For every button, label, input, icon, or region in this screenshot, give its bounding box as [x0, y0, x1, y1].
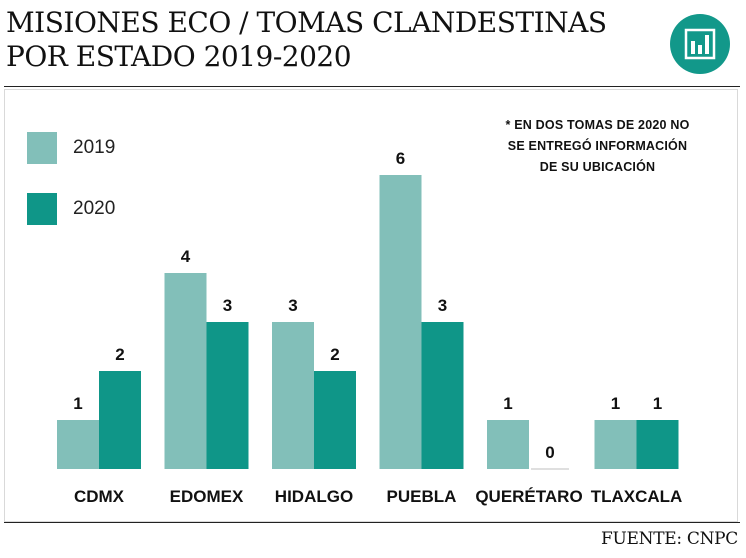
chart-title: MISIONES ECO / TOMAS CLANDESTINAS POR ES… [6, 6, 646, 74]
category-label-tlaxcala: TLAXCALA [591, 487, 683, 506]
value-label-puebla-2020: 3 [438, 296, 447, 315]
title-line-1: MISIONES ECO / TOMAS CLANDESTINAS [6, 6, 607, 39]
category-label-puebla: PUEBLA [387, 487, 457, 506]
legend-item-2019: 2019 [27, 132, 115, 164]
footnote-line-3: DE SU UBICACIÓN [539, 160, 656, 174]
bar-tlaxcala-2019 [594, 420, 637, 469]
footnote-line-1: * EN DOS TOMAS DE 2020 NO [505, 118, 690, 132]
value-label-edomex-2019: 4 [181, 247, 191, 266]
category-label-cdmx: CDMX [74, 487, 125, 506]
bottom-divider [4, 522, 740, 523]
bar-chart-icon [670, 14, 730, 74]
bar-puebla-2020 [421, 322, 464, 469]
legend-label-2020: 2020 [73, 198, 116, 219]
bar-queretaro-2019 [487, 420, 529, 469]
category-label-queretaro: QUERÉTARO [475, 487, 582, 506]
value-label-queretaro-2020: 0 [545, 443, 554, 462]
bar-cdmx-2019 [57, 420, 99, 469]
legend-label-2019: 2019 [73, 137, 116, 158]
value-label-cdmx-2019: 1 [73, 394, 82, 413]
bar-edomex-2019 [164, 273, 207, 469]
bar-hidalgo-2019 [272, 322, 314, 469]
category-label-edomex: EDOMEX [170, 487, 244, 506]
value-label-hidalgo-2019: 3 [288, 296, 297, 315]
footnote: * EN DOS TOMAS DE 2020 NO SE ENTREGÓ INF… [480, 115, 715, 178]
bar-tlaxcala-2020 [636, 420, 679, 469]
value-label-edomex-2020: 3 [223, 296, 232, 315]
value-label-hidalgo-2020: 2 [330, 345, 339, 364]
title-line-2: POR ESTADO 2019-2020 [6, 40, 352, 73]
bar-edomex-2020 [206, 322, 249, 469]
value-label-tlaxcala-2020: 1 [653, 394, 662, 413]
value-label-tlaxcala-2019: 1 [611, 394, 620, 413]
value-label-cdmx-2020: 2 [115, 345, 124, 364]
bar-chart-icon-graphic [684, 28, 716, 60]
source-credit: FUENTE: CNPC [600, 529, 738, 549]
value-label-queretaro-2019: 1 [503, 394, 512, 413]
category-label-hidalgo: HIDALGO [275, 487, 353, 506]
value-label-puebla-2019: 6 [396, 149, 405, 168]
legend-item-2020: 2020 [27, 193, 115, 225]
bar-cdmx-2020 [99, 371, 141, 469]
legend-swatch-2020 [27, 193, 57, 225]
legend-swatch-2019 [27, 132, 57, 164]
bar-puebla-2019 [379, 175, 422, 469]
footnote-line-2: SE ENTREGÓ INFORMACIÓN [507, 139, 688, 153]
bar-hidalgo-2020 [314, 371, 356, 469]
top-divider [4, 86, 740, 87]
